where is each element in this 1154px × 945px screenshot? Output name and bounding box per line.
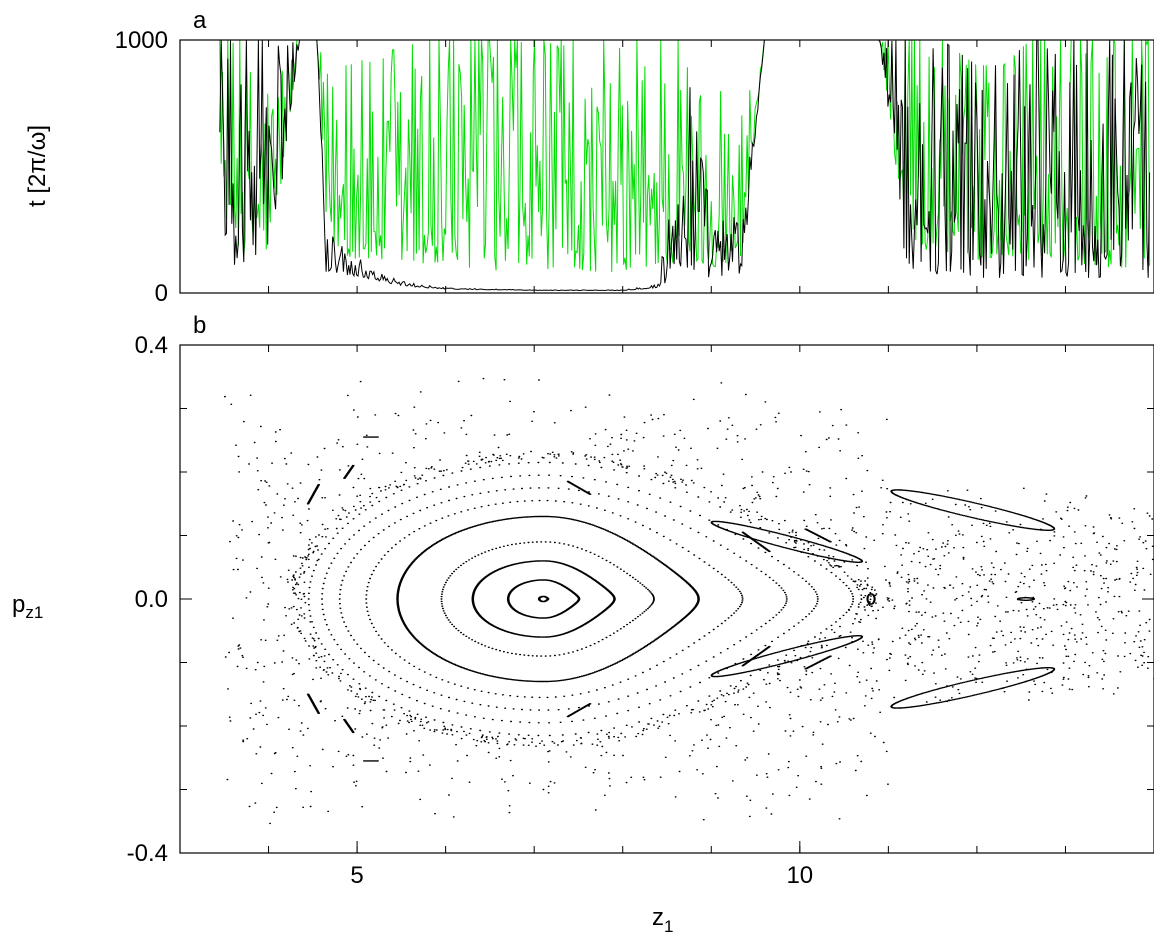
invariant-curve-3 [440, 541, 655, 657]
elongated-island-3 [710, 635, 864, 678]
island-chain-3 [306, 693, 320, 714]
invariant-curve-6 [338, 487, 788, 711]
panel-b-xtick-label: 10 [786, 862, 813, 889]
panel-b-label: b [193, 312, 206, 339]
panel-b-points [223, 377, 1154, 825]
island-chain-9 [741, 645, 771, 667]
panel-b-xlabel: z1 [652, 904, 673, 936]
island-chain-10 [804, 528, 832, 543]
panel-b-ticks: 5 10 -0.4 0.0 0.4 [127, 332, 1154, 889]
invariant-curve-2 [471, 560, 616, 638]
panel-b-ylabel-main: p [12, 591, 25, 618]
invariant-curve-5 [365, 499, 744, 699]
chaotic-sea [223, 377, 1154, 825]
panel-a-escape-time: 0 1000 a t [2π/ω] [24, 7, 1154, 307]
island-chain-8 [741, 531, 771, 553]
island-chain-7 [566, 703, 592, 718]
panel-a-ticks: 0 1000 [115, 27, 1154, 307]
panel-a-ytick-label: 0 [155, 280, 168, 307]
panel-b-xlabel-sub: 1 [664, 917, 673, 936]
invariant-curve-7 [321, 474, 819, 724]
elongated-island-0 [890, 489, 1056, 531]
small-island-0 [866, 593, 876, 605]
panel-b-ytick-label: 0.0 [135, 586, 168, 613]
panel-b-poincare-section: 5 10-0.40.00.4 b pz1 z1 [12, 312, 1154, 936]
invariant-curve-8 [307, 461, 855, 737]
elongated-island-1 [890, 667, 1056, 709]
panel-b-xtick-label: 5 [350, 862, 363, 889]
panel-b-ytick-label: 0.4 [135, 332, 168, 359]
island-chain-2 [306, 484, 320, 505]
invariant-curve-4 [396, 515, 700, 683]
panel-b-frame [179, 344, 1154, 854]
series-line-1 [219, 39, 1151, 292]
island-chain-6 [566, 480, 592, 495]
panel-b-ylabel: pz1 [12, 591, 43, 622]
elongated-island-2 [710, 520, 864, 563]
panel-a-ylabel: t [2π/ω] [24, 125, 51, 207]
invariant-curve-1 [506, 579, 581, 619]
invariant-curve-0 [537, 595, 550, 603]
panel-a-ytick-label: 1000 [115, 27, 168, 54]
panel-a-label: a [193, 7, 207, 34]
island-chain-5 [343, 718, 355, 734]
panel-b-ytick-label: -0.4 [127, 840, 168, 867]
island-chain-4 [343, 464, 355, 479]
panel-a-frame [179, 39, 1154, 294]
panel-b-xlabel-main: z [652, 904, 664, 931]
panel-b-ylabel-sub: z1 [25, 603, 43, 622]
island-chain-11 [804, 655, 832, 670]
panel-a-series [219, 39, 1151, 292]
